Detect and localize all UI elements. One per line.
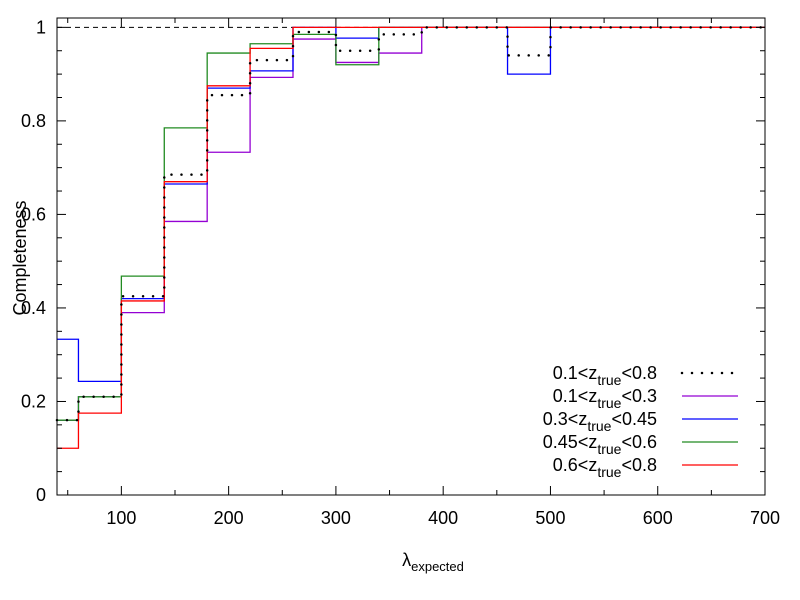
x-tick-label-6: 600	[643, 508, 673, 528]
plot-frame	[56, 17, 766, 496]
legend-entry-1: 0.1<ztrue<0.8	[553, 363, 740, 388]
x-tick-label-5: 500	[535, 508, 565, 528]
legend-entry-4: 0.45<ztrue<0.6	[543, 432, 738, 457]
plot-area	[55, 26, 767, 449]
legend-entry-3: 0.3<ztrue<0.45	[543, 409, 738, 434]
legend-label-2: 0.1<ztrue<0.3	[553, 386, 657, 411]
legend-label-1: 0.1<ztrue<0.8	[553, 363, 657, 388]
legend-label-5: 0.6<ztrue<0.8	[553, 455, 657, 480]
x-axis-label-main: λ	[402, 550, 411, 570]
legend: 0.1<ztrue<0.80.1<ztrue<0.30.3<ztrue<0.45…	[543, 363, 740, 480]
legend-entry-2: 0.1<ztrue<0.3	[553, 386, 738, 411]
x-tick-label-4: 400	[428, 508, 458, 528]
y-tick-label-2: 0.2	[21, 391, 46, 411]
axes: 100 200 300 400 500 600 700 0 0.2 0.4 0.6 0.8 1	[21, 17, 780, 528]
y-tick-label-5: 0.8	[21, 111, 46, 131]
y-tick-label-3: 0.4	[21, 298, 46, 318]
x-tick-label-7: 700	[750, 508, 780, 528]
x-tick-label-3: 300	[321, 508, 351, 528]
legend-entry-5: 0.6<ztrue<0.8	[553, 455, 738, 480]
x-tick-label-1: 100	[106, 508, 136, 528]
legend-label-3: 0.3<ztrue<0.45	[543, 409, 657, 434]
x-axis-label-sub: expected	[411, 559, 464, 574]
y-tick-label-4: 0.6	[21, 204, 46, 224]
y-tick-label-6: 1	[36, 17, 46, 37]
y-axis-label: Completeness	[10, 200, 30, 315]
x-tick-label-2: 200	[214, 508, 244, 528]
y-tick-label-1: 0	[36, 485, 46, 505]
legend-label-4: 0.45<ztrue<0.6	[543, 432, 657, 457]
x-axis-label: λexpected	[402, 550, 464, 574]
